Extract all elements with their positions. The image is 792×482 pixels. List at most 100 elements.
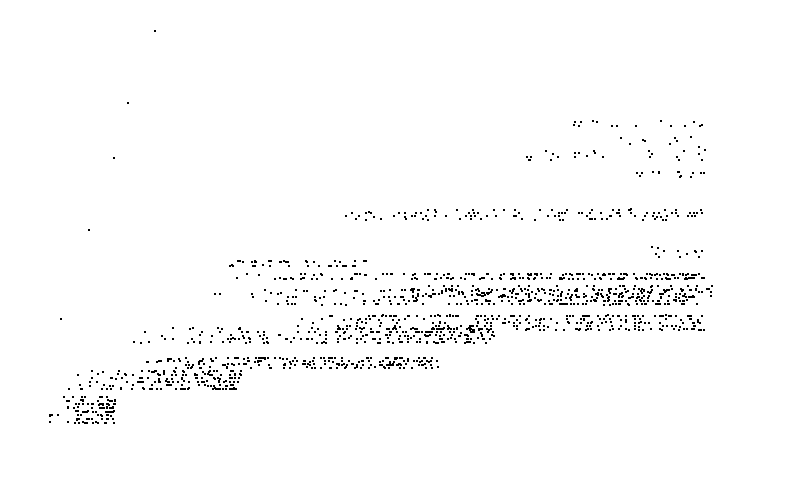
data-point-104 — [108, 411, 110, 413]
data-point-302 — [388, 367, 390, 369]
data-point-1162 — [501, 300, 503, 302]
data-point-199 — [121, 377, 123, 379]
data-point-382 — [426, 360, 428, 362]
data-point-767 — [620, 325, 622, 327]
data-point-1730 — [513, 215, 515, 217]
data-point-1457 — [283, 278, 285, 280]
data-point-1101 — [659, 303, 661, 305]
data-point-180 — [219, 388, 221, 390]
data-point-647 — [222, 341, 224, 343]
data-point-1772 — [701, 159, 703, 161]
data-point-317 — [431, 367, 433, 369]
data-point-422 — [294, 364, 296, 366]
data-point-876 — [321, 318, 323, 320]
data-point-1308 — [412, 291, 414, 293]
data-point-1491 — [656, 278, 658, 280]
data-point-1397 — [634, 285, 636, 287]
data-point-790 — [609, 318, 611, 320]
data-point-474 — [279, 357, 281, 359]
data-point-98 — [76, 418, 78, 420]
data-point-369 — [338, 364, 340, 366]
data-point-715 — [337, 341, 339, 343]
data-point-233 — [80, 388, 82, 390]
data-point-1348 — [457, 285, 459, 287]
data-point-179 — [222, 388, 224, 390]
data-point-1632 — [663, 250, 665, 252]
data-point-549 — [247, 331, 249, 333]
data-point-1384 — [412, 295, 414, 297]
data-point-1197 — [643, 290, 645, 292]
data-point-1335 — [537, 288, 539, 290]
data-point-1290 — [609, 292, 611, 294]
data-point-33 — [109, 407, 111, 409]
data-point-1578 — [331, 278, 333, 280]
data-point-1459 — [356, 273, 358, 275]
data-point-145 — [175, 374, 177, 376]
data-point-1557 — [687, 273, 689, 275]
data-point-344 — [370, 364, 372, 366]
data-point-376 — [362, 364, 364, 366]
data-point-1455 — [674, 277, 676, 279]
data-point-1333 — [695, 288, 697, 290]
data-point-965 — [498, 315, 500, 317]
data-point-885 — [337, 325, 339, 327]
data-point-643 — [363, 327, 365, 329]
data-point-926 — [472, 325, 474, 327]
data-point-1531 — [540, 273, 542, 275]
data-point-1043 — [277, 303, 279, 305]
data-point-621 — [466, 341, 468, 343]
data-point-191 — [148, 370, 150, 372]
data-point-999 — [408, 300, 410, 302]
data-point-1493 — [300, 273, 302, 275]
data-point-1593 — [252, 265, 254, 267]
data-point-1450 — [460, 277, 462, 279]
data-point-1270 — [303, 290, 305, 292]
data-point-71 — [87, 410, 89, 412]
data-point-419 — [425, 367, 427, 369]
data-point-752 — [700, 329, 702, 331]
data-point-219 — [118, 370, 120, 372]
data-point-825 — [381, 315, 383, 317]
data-point-237 — [188, 381, 190, 383]
data-point-743 — [666, 325, 668, 327]
data-point-196 — [132, 374, 134, 376]
data-point-1357 — [692, 295, 694, 297]
data-point-1725 — [689, 212, 691, 214]
data-point-1280 — [560, 295, 562, 297]
data-point-995 — [627, 290, 629, 292]
data-point-1393 — [451, 288, 453, 290]
data-point-41 — [49, 414, 51, 416]
data-point-1524 — [436, 273, 438, 275]
data-point-220 — [229, 374, 231, 376]
data-point-1442 — [518, 273, 520, 275]
data-point-342 — [418, 364, 420, 366]
data-point-461 — [379, 364, 381, 366]
data-point-1345 — [500, 295, 502, 297]
data-point-240 — [185, 374, 187, 376]
data-point-32 — [73, 407, 75, 409]
data-point-307 — [268, 364, 270, 366]
data-point-1711 — [554, 215, 556, 217]
data-point-276 — [139, 377, 141, 379]
data-point-218 — [165, 380, 167, 382]
data-point-372 — [222, 364, 224, 366]
data-point-1182 — [603, 304, 605, 306]
data-point-1359 — [481, 292, 483, 294]
data-point-1808 — [573, 124, 575, 126]
data-point-807 — [640, 321, 642, 323]
data-point-333 — [231, 363, 233, 365]
data-point-299 — [247, 357, 249, 359]
data-point-1567 — [613, 273, 615, 275]
data-point-1227 — [523, 303, 525, 305]
data-point-1135 — [388, 296, 390, 298]
data-point-1152 — [688, 296, 690, 298]
data-point-860 — [659, 328, 661, 330]
data-point-405 — [381, 364, 383, 366]
data-point-1505 — [626, 274, 628, 276]
data-point-1551 — [246, 273, 248, 275]
data-point-957 — [661, 329, 663, 331]
data-point-1047 — [549, 303, 551, 305]
data-point-1587 — [285, 278, 287, 280]
data-point-1099 — [647, 297, 649, 299]
data-point-688 — [306, 338, 308, 340]
